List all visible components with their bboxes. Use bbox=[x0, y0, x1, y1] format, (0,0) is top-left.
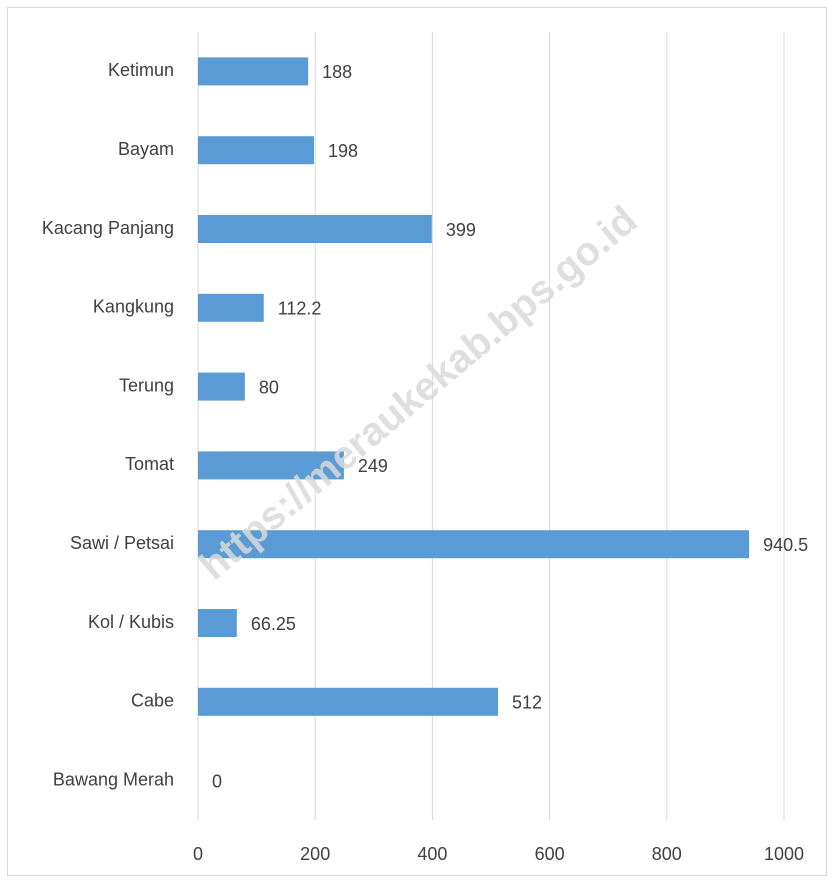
bar bbox=[198, 57, 309, 86]
bar bbox=[198, 687, 499, 716]
data-label: 188 bbox=[322, 62, 352, 82]
y-tick-label: Bayam bbox=[118, 139, 174, 159]
x-tick-label: 0 bbox=[193, 844, 203, 864]
y-tick-label: Ketimun bbox=[108, 60, 174, 80]
y-tick-label: Kol / Kubis bbox=[88, 612, 174, 632]
bar bbox=[198, 293, 264, 322]
data-label: 399 bbox=[446, 220, 476, 240]
x-tick-label: 400 bbox=[417, 844, 447, 864]
chart-frame bbox=[7, 7, 827, 876]
data-label: 249 bbox=[358, 456, 388, 476]
data-label: 512 bbox=[512, 693, 542, 713]
bar bbox=[198, 609, 237, 637]
data-label: 112.2 bbox=[278, 299, 322, 319]
x-tick-label: 1000 bbox=[764, 844, 804, 864]
y-tick-label: Terung bbox=[119, 375, 174, 395]
bar bbox=[198, 372, 245, 401]
bar bbox=[198, 136, 315, 165]
data-label: 198 bbox=[328, 141, 358, 161]
y-tick-label: Tomat bbox=[125, 454, 174, 474]
data-label: 80 bbox=[259, 377, 279, 397]
bar bbox=[198, 215, 432, 243]
y-tick-label: Kacang Panjang bbox=[42, 218, 174, 238]
y-tick-label: Bawang Merah bbox=[53, 769, 174, 789]
bar bbox=[198, 451, 344, 480]
data-label: 940.5 bbox=[763, 535, 808, 555]
data-label: 0 bbox=[212, 771, 222, 791]
y-tick-label: Cabe bbox=[131, 691, 174, 711]
x-tick-label: 600 bbox=[535, 844, 565, 864]
bar bbox=[198, 530, 750, 559]
y-tick-label: Sawi / Petsai bbox=[70, 533, 174, 553]
y-tick-label: Kangkung bbox=[93, 297, 174, 317]
x-tick-label: 800 bbox=[652, 844, 682, 864]
x-tick-label: 200 bbox=[300, 844, 330, 864]
data-label: 66.25 bbox=[251, 614, 296, 634]
